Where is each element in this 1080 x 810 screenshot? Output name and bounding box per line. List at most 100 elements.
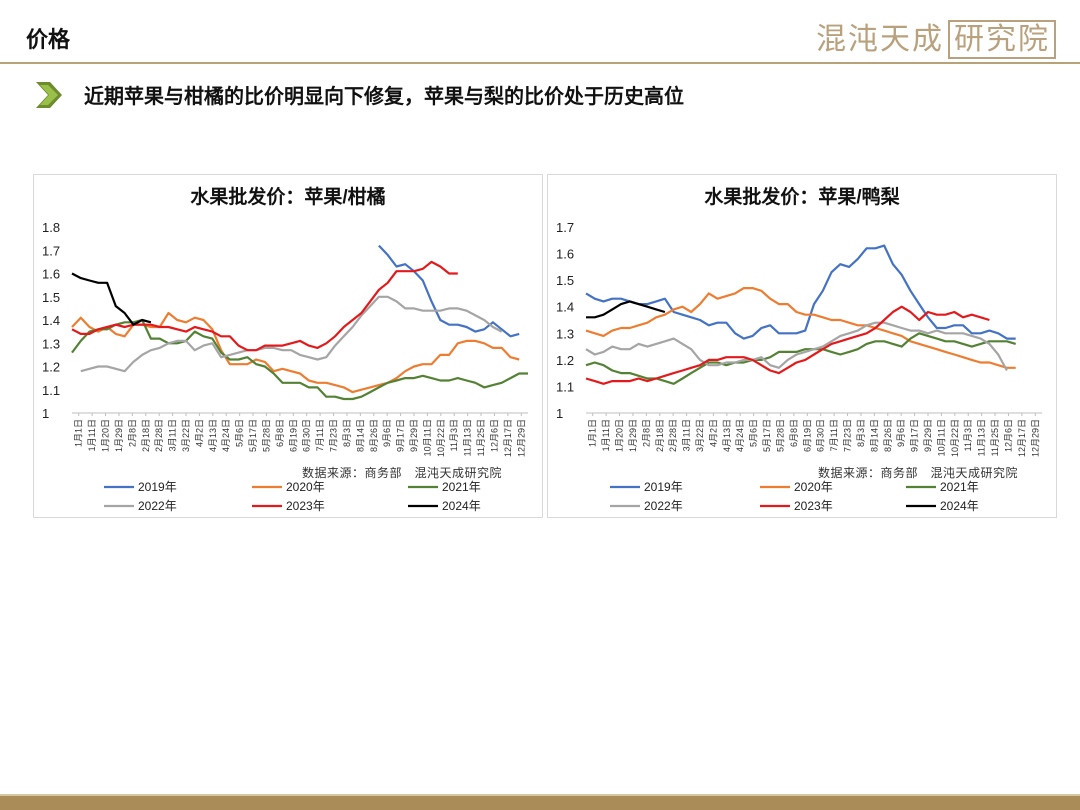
x-tick-label: 6月8日: [275, 419, 285, 447]
x-tick-label: 1月20日: [101, 419, 111, 452]
series-line: [71, 311, 520, 394]
y-tick-label: 1.2: [42, 360, 60, 375]
x-tick-label: 3月11日: [168, 419, 178, 451]
x-tick-label: 8月14日: [355, 419, 365, 452]
chevron-right-icon: [36, 81, 62, 108]
x-tick-label: 10月11日: [422, 419, 432, 456]
x-tick-label: 11月3日: [449, 419, 459, 451]
x-tick-label: 7月23日: [329, 419, 339, 452]
chart-svg-apple-citrus: 水果批发价：苹果/柑橘 1 1.1 1.2 1.3 1.4 1.5 1.6 1.7 1.8 1月1日…: [42, 185, 528, 513]
series-line: [71, 272, 152, 326]
x-tick-label: 11月13日: [463, 419, 473, 456]
y-tick-label: 1.2: [556, 353, 574, 368]
series-line: [585, 305, 990, 385]
x-tick-label: 3月11日: [682, 419, 692, 451]
series-line: [585, 321, 1008, 372]
x-tick-label: 1月20日: [615, 419, 625, 452]
series-line: [71, 260, 458, 352]
x-tick-label: 4月13日: [722, 419, 732, 452]
x-tick-label: 5月17日: [762, 419, 772, 452]
legend-label: 2020年: [794, 480, 833, 494]
legend-label: 2019年: [138, 480, 177, 494]
x-tick-label: 5月28日: [261, 419, 271, 452]
x-tick-label: 5月6日: [749, 419, 759, 447]
x-tick-label: 12月6日: [1003, 419, 1013, 452]
x-tick-label: 11月25日: [990, 419, 1000, 456]
x-tick-label: 1月1日: [74, 419, 84, 447]
x-tick-label: 5月6日: [235, 419, 245, 447]
x-tick-label: 9月29日: [409, 419, 419, 452]
series-line: [585, 244, 1016, 340]
legend-label: 2022年: [644, 499, 683, 513]
x-tick-label: 4月2日: [194, 419, 204, 447]
x-tick-label: 8月3日: [856, 419, 866, 447]
x-tick-label: 1月11日: [87, 419, 97, 451]
x-tick-label: 12月29日: [516, 419, 526, 457]
x-tick-label: 1月29日: [628, 419, 638, 452]
series-line: [585, 332, 1017, 385]
legend-label: 2020年: [286, 480, 325, 494]
y-tick-label: 1.1: [556, 379, 574, 394]
chart-title: 水果批发价：苹果/柑橘: [190, 185, 385, 208]
x-tick-label: 12月17日: [1017, 419, 1027, 457]
x-tick-label: 4月13日: [208, 419, 218, 452]
y-tick-label: 1.3: [42, 336, 60, 351]
logo-text: 混沌天成: [816, 22, 944, 57]
x-tick-label: 11月13日: [977, 419, 987, 456]
series-line: [80, 295, 503, 373]
x-tick-label: 7月11日: [829, 419, 839, 451]
y-tick-label: 1.3: [556, 326, 574, 341]
source-note: 数据来源：商务部 混沌天成研究院: [302, 465, 502, 480]
x-tick-label: 1月11日: [601, 419, 611, 451]
legend-label: 2021年: [442, 480, 481, 494]
footer-stripe: [0, 794, 1080, 796]
x-tick-label: 4月24日: [735, 419, 745, 452]
footer-bar: [0, 796, 1080, 810]
x-tick-label: 9月17日: [910, 419, 920, 452]
y-tick-label: 1.6: [42, 267, 60, 282]
x-tick-label: 8月26日: [883, 419, 893, 452]
source-note: 数据来源：商务部 混沌天成研究院: [818, 465, 1018, 480]
legend-label: 2023年: [794, 499, 833, 513]
y-tick-label: 1.4: [556, 300, 574, 315]
chart-svg-apple-pear: 水果批发价：苹果/鸭梨 1 1.1 1.2 1.3 1.4 1.5 1.6 1.7 1月1日 1月1…: [556, 185, 1042, 513]
y-tick-label: 1: [42, 406, 49, 421]
y-tick-label: 1.4: [42, 313, 60, 328]
page-title: 价格: [26, 28, 71, 53]
x-tick-label: 4月24日: [221, 419, 231, 452]
chart-apple-pear: 水果批发价：苹果/鸭梨 1 1.1 1.2 1.3 1.4 1.5 1.6 1.7 1月1日 1月1…: [547, 174, 1057, 518]
x-tick-label: 2月8日: [127, 419, 137, 447]
legend-label: 2021年: [940, 480, 979, 494]
series-line: [71, 318, 528, 401]
x-tick-label: 11月25日: [476, 419, 486, 456]
y-tick-label: 1.1: [42, 383, 60, 398]
x-tick-label: 2月28日: [668, 419, 678, 452]
legend-label: 2023年: [286, 499, 325, 513]
x-tick-label: 8月14日: [869, 419, 879, 452]
legend-label: 2022年: [138, 499, 177, 513]
x-tick-label: 1月1日: [588, 419, 598, 447]
x-tick-label: 9月6日: [382, 419, 392, 447]
x-tick-label: 7月23日: [843, 419, 853, 452]
series-line: [585, 287, 1016, 369]
y-tick-label: 1.5: [42, 290, 60, 305]
x-tick-label: 8月26日: [369, 419, 379, 452]
x-tick-label: 12月17日: [503, 419, 513, 457]
headline-row: 近期苹果与柑橘的比价明显向下修复，苹果与梨的比价处于历史高位: [36, 80, 684, 109]
y-tick-label: 1.7: [42, 243, 60, 258]
x-tick-label: 12月6日: [489, 419, 499, 452]
x-tick-label: 4月2日: [708, 419, 718, 447]
logo-boxed-text: 研究院: [948, 20, 1056, 59]
x-tick-label: 7月11日: [315, 419, 325, 451]
company-logo: 混沌天成 研究院: [816, 14, 1056, 59]
x-tick-label: 6月30日: [302, 419, 312, 452]
x-tick-label: 9月29日: [923, 419, 933, 452]
x-tick-label: 10月22日: [950, 419, 960, 457]
x-tick-label: 12月29日: [1030, 419, 1040, 457]
x-tick-label: 2月8日: [641, 419, 651, 447]
chart-apple-citrus: 水果批发价：苹果/柑橘 1 1.1 1.2 1.3 1.4 1.5 1.6 1.7 1.8 1月1日…: [33, 174, 543, 518]
x-tick-label: 5月17日: [248, 419, 258, 452]
x-tick-label: 5月28日: [775, 419, 785, 452]
y-tick-label: 1.7: [556, 220, 574, 235]
chart-title: 水果批发价：苹果/鸭梨: [704, 185, 900, 208]
